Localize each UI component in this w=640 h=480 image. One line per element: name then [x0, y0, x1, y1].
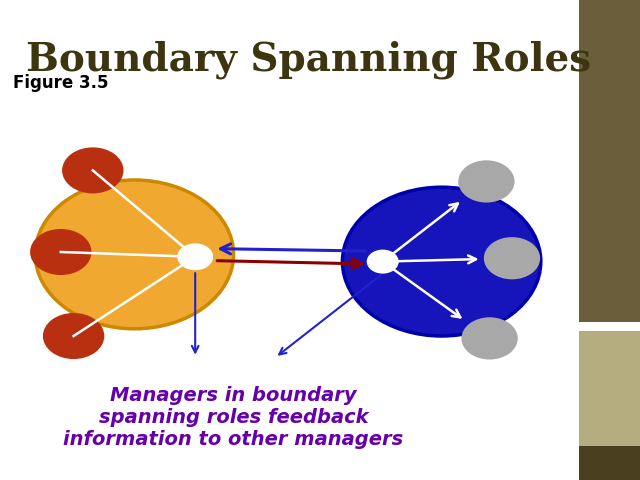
Ellipse shape [461, 317, 518, 360]
Ellipse shape [484, 237, 540, 279]
Ellipse shape [30, 229, 92, 275]
Ellipse shape [35, 180, 234, 329]
Ellipse shape [367, 250, 399, 274]
Ellipse shape [342, 187, 541, 336]
Ellipse shape [43, 313, 104, 359]
Text: Figure 3.5: Figure 3.5 [13, 74, 108, 93]
Bar [579, 331, 640, 446]
Bar [579, 0, 640, 322]
Ellipse shape [177, 243, 213, 270]
Text: Managers in boundary
spanning roles feedback
information to other managers: Managers in boundary spanning roles feed… [63, 386, 404, 449]
Text: Boundary Spanning Roles: Boundary Spanning Roles [26, 41, 591, 79]
Bar [579, 446, 640, 480]
Ellipse shape [62, 147, 124, 193]
Ellipse shape [458, 160, 515, 203]
